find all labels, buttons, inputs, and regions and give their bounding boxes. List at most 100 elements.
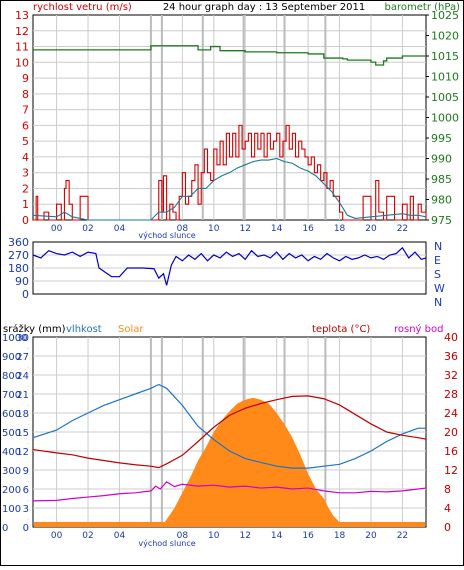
wind-y-tick-label: 11 xyxy=(15,41,29,54)
compass-tick-label: E xyxy=(434,254,441,267)
rain-y-tick-label: 3 xyxy=(23,504,29,515)
temperature-x-tick-label: 12 xyxy=(239,531,250,541)
temperature-y-tick-label: 32 xyxy=(444,369,458,382)
humidity-y-tick-label: 100 xyxy=(27,348,29,350)
compass-tick-label: S xyxy=(434,268,441,281)
humidity-y-tick-label: 90 xyxy=(28,367,30,369)
wind-direction-series-line xyxy=(32,246,427,286)
wind-x-tick-label: 08 xyxy=(177,224,189,234)
temperature-y-tick-label: 4 xyxy=(444,502,451,515)
rain-y-tick-label: 15 xyxy=(16,428,29,439)
wind-x-tick-label: 16 xyxy=(302,224,314,234)
sunrise-label-bottom: východ slunce xyxy=(138,539,195,548)
temperature-y-tick-label: 20 xyxy=(444,426,458,439)
barometer-y-tick-label: 995 xyxy=(431,132,452,145)
temperature-y-tick-label: 0 xyxy=(444,521,451,534)
direction-y-tick-label: 90 xyxy=(15,275,29,288)
solar-y-tick-label: 600 xyxy=(2,409,21,420)
solar-y-tick-label: 1000 xyxy=(2,333,27,344)
wind-y-tick-label: 7 xyxy=(22,104,29,117)
wind-y-tick-label: 3 xyxy=(22,167,29,180)
wind-y-tick-label: 13 xyxy=(15,9,29,22)
humidity-y-tick-label: 20 xyxy=(28,500,30,502)
temperature-y-tick-label: 12 xyxy=(444,464,458,477)
solar-y-tick-label: 200 xyxy=(2,485,21,496)
rain-y-tick-label: 6 xyxy=(23,485,29,496)
rain-y-tick-label: 24 xyxy=(16,371,29,382)
wind-y-tick-label: 6 xyxy=(22,119,29,132)
direction-y-tick-label: 270 xyxy=(8,249,29,262)
barometer-y-tick-label: 1025 xyxy=(431,9,459,22)
compass-tick-label: W xyxy=(434,282,445,295)
wind-x-tick-label: 00 xyxy=(51,224,63,234)
rain-y-tick-label: 9 xyxy=(23,466,29,477)
temperature-axis-label: teplota (°C) xyxy=(312,324,370,335)
temperature-y-tick-label: 40 xyxy=(444,331,458,344)
solar-y-tick-label: 900 xyxy=(2,352,21,363)
barometer-y-tick-label: 1015 xyxy=(431,50,459,63)
solar-y-tick-label: 500 xyxy=(2,428,21,439)
humidity-series-line xyxy=(32,383,426,469)
wind-chart-plot xyxy=(32,45,427,221)
temperature-x-tick-label: 14 xyxy=(271,531,283,541)
wind-x-tick-label: 14 xyxy=(271,224,283,234)
humidity-y-tick-label: 30 xyxy=(28,481,30,483)
humidity-axis-label: vlhkost xyxy=(66,324,102,335)
temperature-y-tick-label: 8 xyxy=(444,483,451,496)
wind-y-tick-label: 10 xyxy=(15,56,29,69)
temperature-x-tick-label: 04 xyxy=(114,531,126,541)
temperature-y-tick-label: 24 xyxy=(444,407,458,420)
humidity-y-tick-label: 70 xyxy=(28,405,30,407)
barometer-y-tick-label: 1000 xyxy=(431,112,459,125)
wind-y-tick-label: 2 xyxy=(22,182,29,195)
wind-x-tick-label: 04 xyxy=(114,224,126,234)
wind-axis-label: rychlost vetru (m/s) xyxy=(33,2,132,13)
barometer-axis-label: barometr (hPa) xyxy=(385,2,461,13)
rain-y-tick-label: 12 xyxy=(16,447,29,458)
dewpoint-axis-label: rosný bod xyxy=(394,323,443,335)
wind-x-tick-label: 18 xyxy=(334,224,346,234)
barometer-y-tick-label: 985 xyxy=(431,173,452,186)
temperature-x-tick-label: 00 xyxy=(51,531,63,541)
wind-chart-x-ticks: 00 02 04 08 10 12 14 16 18 20 22 xyxy=(51,224,408,234)
temperature-x-tick-label: 20 xyxy=(365,531,377,541)
humidity-y-tick-label: 0 xyxy=(28,538,29,540)
temperature-y-tick-label: 28 xyxy=(444,388,458,401)
rain-y-tick-label: 30 xyxy=(16,333,29,344)
temperature-y-tick-label: 36 xyxy=(444,350,458,363)
humidity-y-tick-label: 80 xyxy=(28,386,30,388)
rain-y-tick-label: 18 xyxy=(16,409,29,420)
wind-y-tick-label: 1 xyxy=(22,198,29,211)
compass-tick-label: N xyxy=(434,240,442,253)
temperature-x-tick-label: 10 xyxy=(208,531,220,541)
temperature-chart-y2-ticks: 0 4 8 12 16 20 24 28 32 36 40 xyxy=(444,331,458,534)
solar-axis-label: Solar xyxy=(118,324,144,335)
wind-y-tick-label: 5 xyxy=(22,135,29,148)
rain-series-bar xyxy=(34,522,425,527)
barometer-y-tick-label: 990 xyxy=(431,153,452,166)
temperature-chart-plot xyxy=(32,383,427,527)
sunrise-label-top: východ slunce xyxy=(138,231,195,240)
direction-y-tick-label: 0 xyxy=(22,288,29,301)
barometer-y-tick-label: 1010 xyxy=(431,71,459,84)
wind-chart-y2-ticks: 975 980 985 990 995 1000 1005 1010 1015 1020 1025 xyxy=(426,9,459,227)
temperature-x-tick-label: 08 xyxy=(177,531,189,541)
wind-y-tick-label: 12 xyxy=(15,25,29,38)
rain-y-tick-label: 0 xyxy=(23,523,29,534)
temperature-x-tick-label: 22 xyxy=(397,531,408,541)
solar-y-tick-label: 400 xyxy=(2,447,21,458)
wind-x-tick-label: 12 xyxy=(239,224,250,234)
wind-x-tick-label: 20 xyxy=(365,224,377,234)
temperature-x-tick-label: 18 xyxy=(334,531,346,541)
direction-y-tick-label: 180 xyxy=(8,262,29,275)
chart-title: 24 hour graph day : 13 September 2011 xyxy=(163,2,365,13)
rain-y-tick-label: 27 xyxy=(16,352,29,363)
temperature-x-tick-label: 02 xyxy=(82,531,93,541)
direction-y-tick-label: 360 xyxy=(8,236,29,249)
